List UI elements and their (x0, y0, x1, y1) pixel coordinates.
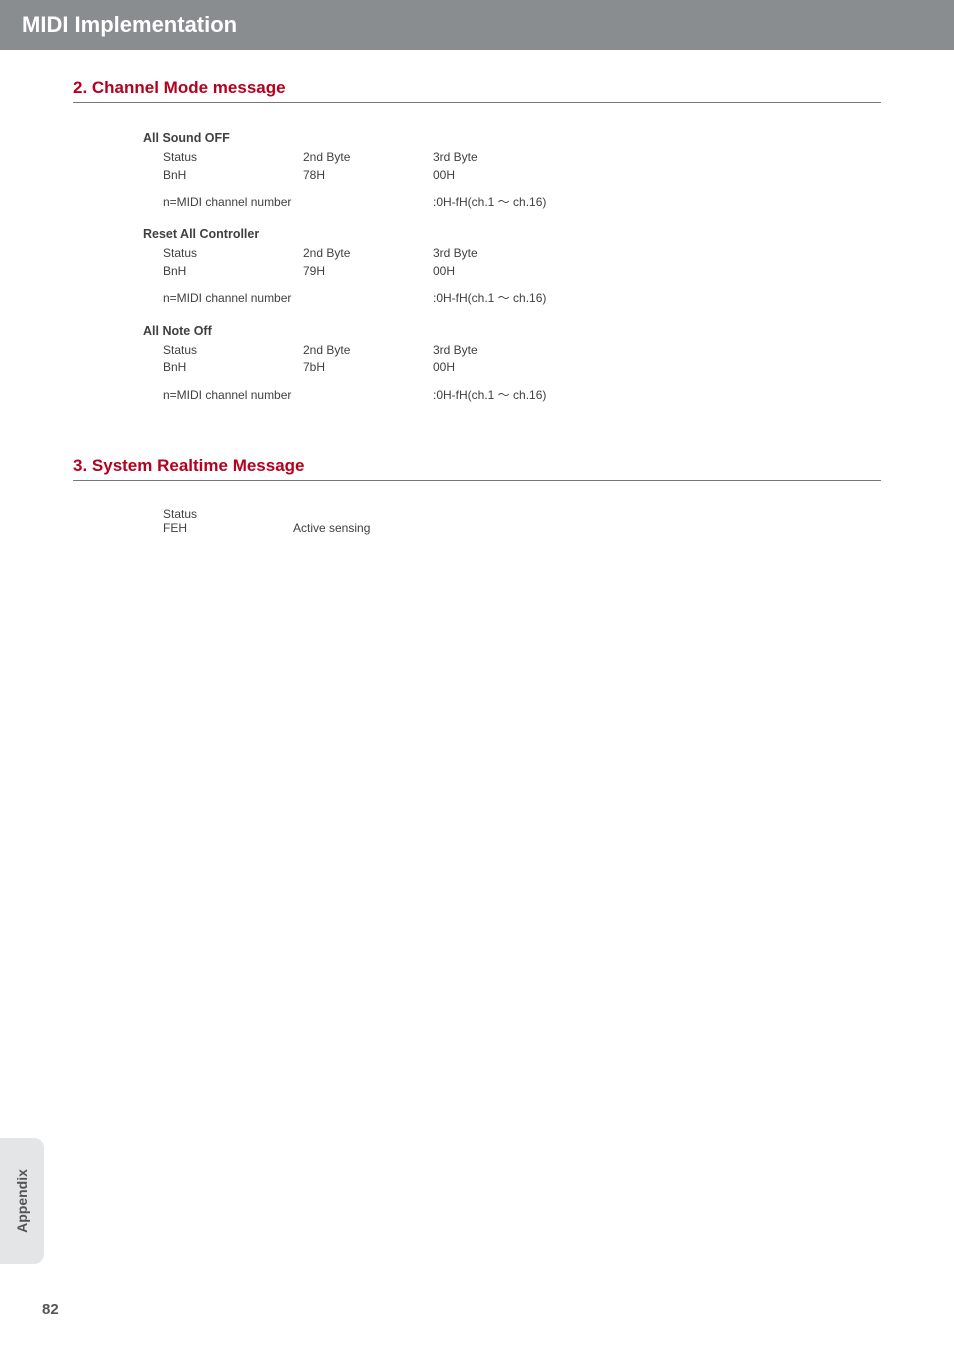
byte3-value: 00H (433, 167, 881, 184)
side-tab-label: Appendix (14, 1169, 30, 1233)
note-right: :0H-fH(ch.1 ～ ch.16) (433, 290, 881, 307)
status-value: FEH (163, 521, 293, 535)
byte3-header: 3rd Byte (433, 149, 881, 166)
status-header: Status (163, 245, 303, 262)
group-title: All Sound OFF (143, 129, 881, 147)
byte2-header: 2nd Byte (303, 245, 433, 262)
byte3-value: 00H (433, 263, 881, 280)
note-row: n=MIDI channel number :0H-fH(ch.1 ～ ch.1… (143, 290, 881, 307)
note-right: :0H-fH(ch.1 ～ ch.16) (433, 194, 881, 211)
status-value: BnH (163, 263, 303, 280)
section-system-realtime: 3. System Realtime Message Status FEH Ac… (73, 456, 881, 535)
value-row: BnH 78H 00H (143, 167, 881, 184)
content-area: 2. Channel Mode message All Sound OFF St… (0, 50, 954, 535)
side-tab-appendix: Appendix (0, 1138, 44, 1264)
byte2-value: 78H (303, 167, 433, 184)
byte2-header: 2nd Byte (303, 149, 433, 166)
group-all-note-off: All Note Off Status 2nd Byte 3rd Byte Bn… (143, 322, 881, 404)
header-row: Status 2nd Byte 3rd Byte (143, 149, 881, 166)
note-left: n=MIDI channel number (163, 387, 433, 404)
status-description: Active sensing (293, 521, 881, 535)
channel-mode-block: All Sound OFF Status 2nd Byte 3rd Byte B… (73, 129, 881, 404)
section-heading-channel-mode: 2. Channel Mode message (73, 78, 881, 103)
note-left: n=MIDI channel number (163, 194, 433, 211)
byte3-header: 3rd Byte (433, 342, 881, 359)
status-value: BnH (163, 359, 303, 376)
note-left: n=MIDI channel number (163, 290, 433, 307)
header-bar: MIDI Implementation (0, 0, 954, 50)
empty-cell (293, 507, 881, 521)
system-realtime-block: Status FEH Active sensing (73, 507, 881, 535)
byte2-header: 2nd Byte (303, 342, 433, 359)
page-title: MIDI Implementation (22, 12, 237, 37)
byte2-value: 7bH (303, 359, 433, 376)
status-value: BnH (163, 167, 303, 184)
group-title: All Note Off (143, 322, 881, 340)
note-row: n=MIDI channel number :0H-fH(ch.1 ～ ch.1… (143, 194, 881, 211)
note-row: n=MIDI channel number :0H-fH(ch.1 ～ ch.1… (143, 387, 881, 404)
status-header: Status (163, 342, 303, 359)
group-title: Reset All Controller (143, 225, 881, 243)
group-all-sound-off: All Sound OFF Status 2nd Byte 3rd Byte B… (143, 129, 881, 211)
group-reset-all-controller: Reset All Controller Status 2nd Byte 3rd… (143, 225, 881, 307)
header-row: Status 2nd Byte 3rd Byte (143, 245, 881, 262)
status-label: Status (163, 507, 293, 521)
section-heading-system-realtime: 3. System Realtime Message (73, 456, 881, 481)
status-header: Status (163, 149, 303, 166)
byte3-header: 3rd Byte (433, 245, 881, 262)
byte3-value: 00H (433, 359, 881, 376)
header-row: Status 2nd Byte 3rd Byte (143, 342, 881, 359)
page-number: 82 (42, 1301, 59, 1318)
status-label-row: Status (163, 507, 881, 521)
status-value-row: FEH Active sensing (163, 521, 881, 535)
note-right: :0H-fH(ch.1 ～ ch.16) (433, 387, 881, 404)
value-row: BnH 79H 00H (143, 263, 881, 280)
byte2-value: 79H (303, 263, 433, 280)
value-row: BnH 7bH 00H (143, 359, 881, 376)
